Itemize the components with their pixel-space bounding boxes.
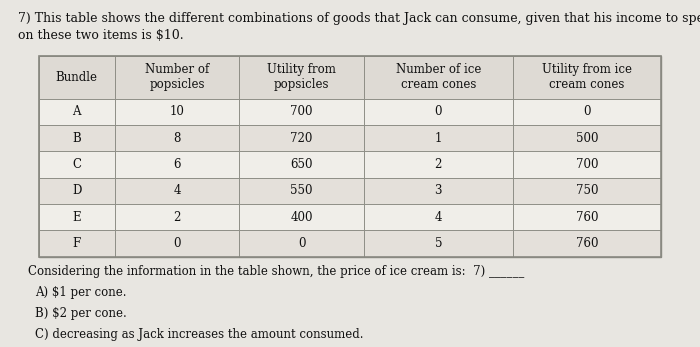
Bar: [115, 230, 239, 257]
Bar: [512, 125, 662, 151]
Text: 720: 720: [290, 132, 313, 145]
Text: F: F: [72, 237, 80, 250]
Text: Considering the information in the table shown, the price of ice cream is:  7) _: Considering the information in the table…: [28, 265, 524, 278]
Bar: [239, 99, 364, 125]
Bar: [239, 151, 364, 178]
Text: 700: 700: [290, 105, 313, 118]
Text: Utility from
popsicles: Utility from popsicles: [267, 63, 336, 91]
Bar: [364, 204, 512, 230]
Bar: [364, 56, 512, 99]
Text: B: B: [72, 132, 81, 145]
Text: 400: 400: [290, 211, 313, 224]
Text: 0: 0: [173, 237, 181, 250]
Text: A) $1 per cone.: A) $1 per cone.: [35, 286, 127, 299]
Text: Bundle: Bundle: [55, 71, 97, 84]
Text: D: D: [72, 185, 81, 197]
Bar: [38, 125, 115, 151]
Bar: [364, 151, 512, 178]
Bar: [239, 178, 364, 204]
Text: Number of
popsicles: Number of popsicles: [145, 63, 209, 91]
Bar: [364, 230, 512, 257]
Bar: [239, 204, 364, 230]
Text: C) decreasing as Jack increases the amount consumed.: C) decreasing as Jack increases the amou…: [35, 328, 363, 341]
Bar: [364, 125, 512, 151]
Bar: [239, 125, 364, 151]
Text: 550: 550: [290, 185, 313, 197]
Text: 10: 10: [169, 105, 184, 118]
Text: 0: 0: [298, 237, 305, 250]
Bar: [38, 230, 115, 257]
Bar: [115, 56, 239, 99]
Bar: [512, 151, 662, 178]
Text: 7) This table shows the different combinations of goods that Jack can consume, g: 7) This table shows the different combin…: [18, 12, 700, 25]
Bar: [115, 99, 239, 125]
Bar: [512, 178, 662, 204]
Bar: [38, 178, 115, 204]
Bar: [512, 56, 662, 99]
Text: 4: 4: [173, 185, 181, 197]
Text: E: E: [72, 211, 81, 224]
Bar: [364, 178, 512, 204]
Text: 2: 2: [435, 158, 442, 171]
Text: 5: 5: [435, 237, 442, 250]
Text: Number of ice
cream cones: Number of ice cream cones: [395, 63, 481, 91]
Bar: [115, 151, 239, 178]
Text: Utility from ice
cream cones: Utility from ice cream cones: [542, 63, 632, 91]
Text: 500: 500: [576, 132, 598, 145]
Text: on these two items is $10.: on these two items is $10.: [18, 29, 183, 42]
Bar: [364, 99, 512, 125]
Text: 700: 700: [576, 158, 598, 171]
Text: 6: 6: [173, 158, 181, 171]
Text: 8: 8: [174, 132, 181, 145]
Text: C: C: [72, 158, 81, 171]
Text: 3: 3: [435, 185, 442, 197]
Text: 760: 760: [576, 211, 598, 224]
Text: 760: 760: [576, 237, 598, 250]
Bar: [38, 99, 115, 125]
Bar: [38, 56, 661, 257]
Bar: [239, 230, 364, 257]
Text: 0: 0: [583, 105, 591, 118]
Bar: [115, 125, 239, 151]
Bar: [115, 204, 239, 230]
Text: A: A: [72, 105, 80, 118]
Bar: [38, 151, 115, 178]
Text: 750: 750: [576, 185, 598, 197]
Bar: [512, 204, 662, 230]
Text: 0: 0: [435, 105, 442, 118]
Bar: [38, 204, 115, 230]
Bar: [38, 56, 661, 257]
Text: 4: 4: [435, 211, 442, 224]
Text: B) $2 per cone.: B) $2 per cone.: [35, 307, 127, 320]
Text: 2: 2: [174, 211, 181, 224]
Bar: [239, 56, 364, 99]
Bar: [512, 230, 662, 257]
Bar: [512, 99, 662, 125]
Text: 1: 1: [435, 132, 442, 145]
Text: 650: 650: [290, 158, 313, 171]
Bar: [115, 178, 239, 204]
Bar: [38, 56, 115, 99]
